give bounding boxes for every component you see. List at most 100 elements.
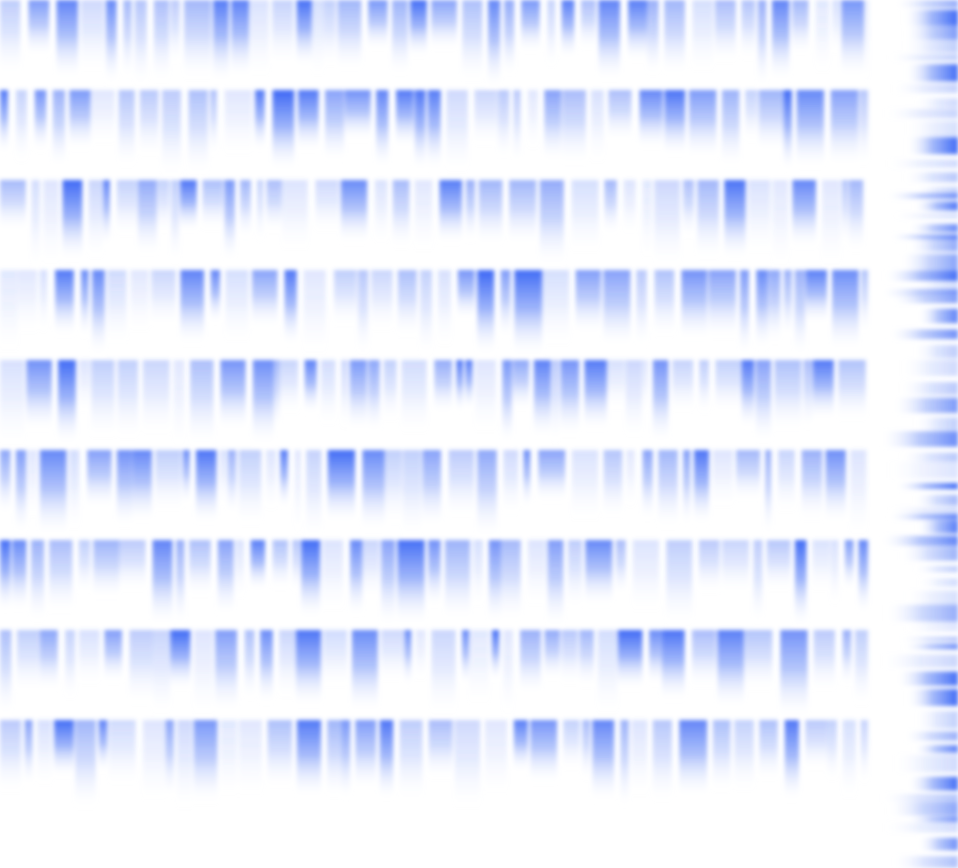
streak — [0, 360, 25, 447]
streak — [672, 360, 694, 413]
streak — [503, 630, 514, 718]
streak — [104, 630, 123, 684]
streak — [560, 360, 580, 437]
side-streak — [916, 520, 958, 534]
streak — [477, 270, 495, 356]
streak — [598, 0, 621, 82]
streak — [694, 450, 709, 526]
side-streak — [913, 745, 958, 753]
streak — [414, 180, 433, 253]
streak — [37, 720, 52, 787]
streak — [462, 0, 483, 83]
streak — [632, 540, 660, 613]
streak — [272, 90, 295, 172]
streak — [392, 0, 408, 77]
streak — [854, 630, 868, 707]
side-streak — [898, 636, 958, 642]
streak — [664, 0, 685, 77]
streak — [783, 270, 792, 338]
streak — [428, 540, 441, 608]
streak — [142, 360, 170, 436]
streak — [139, 90, 159, 158]
streak — [155, 450, 182, 512]
streak — [320, 360, 336, 426]
streak — [119, 540, 146, 592]
streak — [368, 360, 380, 434]
streak — [509, 180, 537, 246]
streak — [683, 180, 694, 239]
streak — [715, 360, 742, 413]
streak — [195, 450, 217, 525]
streak — [838, 360, 866, 422]
side-streak — [883, 270, 958, 281]
streak — [69, 90, 91, 151]
streak — [225, 270, 249, 343]
streak — [691, 630, 717, 688]
streak — [484, 720, 508, 796]
streak — [170, 630, 191, 691]
streak — [107, 270, 127, 346]
streak — [325, 90, 345, 163]
streak — [465, 180, 475, 243]
streak — [585, 540, 613, 607]
streak — [257, 180, 264, 243]
streak — [469, 630, 490, 706]
side-streak — [902, 731, 958, 741]
streak — [213, 0, 229, 83]
streak — [859, 90, 868, 167]
streak — [333, 270, 357, 327]
streak — [351, 630, 378, 714]
streak — [457, 270, 475, 321]
streak — [402, 450, 422, 538]
streak — [162, 90, 181, 178]
side-streak — [903, 172, 958, 183]
streak — [758, 90, 784, 153]
streak — [69, 450, 80, 531]
streak — [734, 720, 754, 793]
streak — [547, 0, 556, 69]
streak — [55, 270, 74, 337]
streak — [721, 90, 740, 169]
streak — [296, 630, 322, 707]
side-streak — [884, 604, 958, 622]
streak — [420, 270, 433, 358]
streak — [62, 180, 83, 262]
side-streak — [917, 837, 958, 851]
streak — [132, 450, 152, 524]
streak — [31, 180, 40, 270]
side-streak — [886, 513, 958, 520]
streak — [736, 450, 761, 502]
streak — [850, 450, 867, 537]
side-streak — [899, 546, 958, 561]
side-streak — [879, 288, 958, 297]
streak — [796, 90, 825, 169]
streak — [689, 90, 717, 160]
streak — [180, 270, 205, 346]
streak — [296, 720, 322, 799]
streak — [0, 180, 26, 232]
side-streak — [884, 193, 958, 199]
streak — [252, 360, 274, 446]
streak — [123, 0, 132, 80]
streak — [780, 630, 808, 719]
side-streak — [904, 64, 958, 82]
streak — [658, 450, 678, 529]
side-strip — [879, 0, 958, 868]
streak — [437, 270, 452, 348]
streak — [78, 630, 100, 686]
streak — [503, 450, 519, 516]
side-streak — [891, 856, 958, 868]
streak — [821, 180, 841, 268]
streak — [202, 180, 224, 231]
side-streak — [890, 296, 958, 304]
streak — [129, 630, 153, 706]
streak — [608, 90, 632, 142]
streak — [0, 270, 18, 354]
streak — [681, 270, 708, 341]
streak — [381, 630, 405, 682]
streak — [327, 720, 342, 798]
streak — [428, 720, 453, 780]
streak — [56, 0, 78, 80]
side-streak — [912, 281, 958, 288]
